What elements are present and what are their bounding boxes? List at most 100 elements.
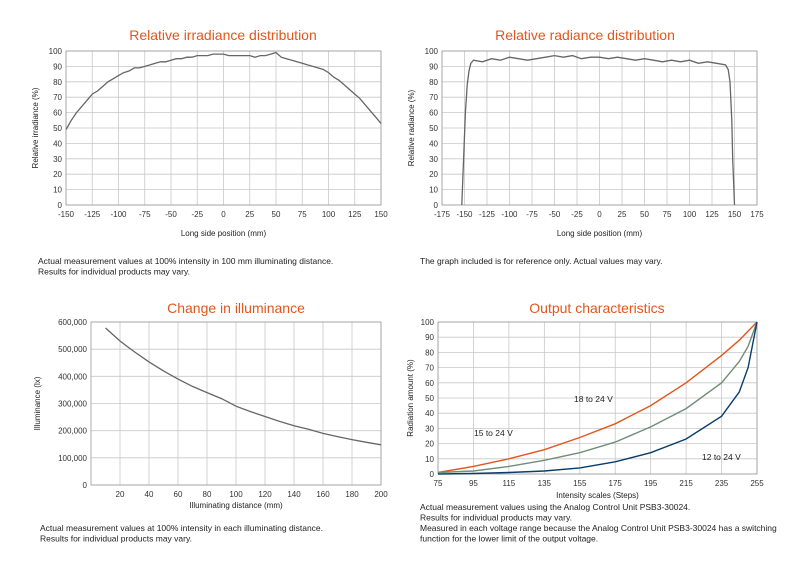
- y-tick-label: 60: [425, 379, 434, 388]
- x-tick-label: 150: [374, 210, 388, 219]
- x-tick-label: 235: [715, 479, 729, 488]
- data-line: [461, 54, 736, 206]
- x-tick-label: -100: [501, 210, 518, 219]
- y-tick-label: 100: [49, 47, 63, 56]
- y-tick-label: 20: [425, 440, 434, 449]
- y-tick-label: 10: [425, 455, 434, 464]
- series-label: 18 to 24 V: [574, 394, 613, 404]
- plot-area: [441, 50, 758, 206]
- y-tick-label: 400,000: [58, 372, 87, 381]
- x-tick-label: 200: [374, 490, 388, 499]
- x-tick-label: 20: [116, 490, 125, 499]
- x-tick-label: 160: [316, 490, 330, 499]
- y-tick-label: 100: [425, 47, 439, 56]
- y-tick-label: 300,000: [58, 400, 87, 409]
- data-line: [105, 327, 382, 446]
- x-tick-label: 120: [258, 490, 272, 499]
- y-tick-label: 70: [53, 93, 62, 102]
- x-tick-label: -125: [479, 210, 496, 219]
- x-tick-label: -50: [165, 210, 177, 219]
- y-tick-label: 10: [53, 186, 62, 195]
- x-tick-label: -150: [58, 210, 75, 219]
- plot-area: [90, 321, 382, 486]
- y-axis-label: Radiation amount (%): [406, 359, 415, 437]
- chart-title: Relative radiance distribution: [495, 27, 675, 43]
- plot-area: [437, 321, 758, 475]
- y-tick-label: 40: [429, 139, 438, 148]
- x-tick-label: 125: [348, 210, 362, 219]
- y-tick-label: 100,000: [58, 454, 87, 463]
- y-tick-label: 40: [425, 409, 434, 418]
- x-tick-label: 100: [683, 210, 697, 219]
- chart-note: Results for individual products may vary…: [38, 267, 190, 277]
- x-tick-label: 100: [229, 490, 243, 499]
- y-tick-label: 70: [425, 364, 434, 373]
- x-axis-label: Illuminating distance (mm): [189, 501, 283, 510]
- x-tick-label: 80: [203, 490, 212, 499]
- plot-area: [65, 50, 382, 206]
- y-tick-label: 10: [429, 186, 438, 195]
- x-axis-label: Long side position (mm): [181, 229, 267, 238]
- y-tick-label: 500,000: [58, 345, 87, 354]
- x-tick-label: 100: [322, 210, 336, 219]
- y-axis-label: Relative irradiance (%): [31, 87, 40, 168]
- chart-title: Output characteristics: [529, 300, 664, 316]
- x-tick-label: 0: [221, 210, 226, 219]
- x-tick-label: 255: [750, 479, 764, 488]
- x-tick-label: 115: [503, 479, 516, 488]
- y-tick-label: 0: [83, 481, 88, 490]
- y-tick-label: 70: [429, 93, 438, 102]
- y-tick-label: 60: [429, 109, 438, 118]
- y-tick-label: 0: [434, 201, 439, 210]
- y-tick-label: 20: [429, 170, 438, 179]
- x-tick-label: -75: [139, 210, 151, 219]
- x-axis-label: Long side position (mm): [557, 229, 643, 238]
- chart-note: Measured in each voltage range because t…: [420, 523, 777, 533]
- chart-note: Actual measurement values using the Anal…: [420, 502, 690, 512]
- x-tick-label: 180: [345, 490, 359, 499]
- x-tick-label: 75: [298, 210, 307, 219]
- x-tick-label: 25: [618, 210, 627, 219]
- x-tick-label: -150: [456, 210, 473, 219]
- x-tick-label: 135: [538, 479, 552, 488]
- x-tick-label: 50: [272, 210, 281, 219]
- series-label: 12 to 24 V: [702, 452, 741, 462]
- y-tick-label: 90: [53, 62, 62, 71]
- x-tick-label: -175: [434, 210, 451, 219]
- y-tick-label: 90: [425, 333, 434, 342]
- chart-title: Relative irradiance distribution: [129, 27, 317, 43]
- y-tick-label: 30: [425, 424, 434, 433]
- y-axis-label: Relative radiance (%): [407, 89, 416, 166]
- x-tick-label: -125: [84, 210, 101, 219]
- x-tick-label: -75: [526, 210, 538, 219]
- x-tick-label: 175: [609, 479, 623, 488]
- y-tick-label: 50: [429, 124, 438, 133]
- y-tick-label: 50: [53, 124, 62, 133]
- x-tick-label: 195: [644, 479, 658, 488]
- x-tick-label: 60: [174, 490, 183, 499]
- x-tick-label: -100: [110, 210, 127, 219]
- chart-title: Change in illuminance: [167, 300, 305, 316]
- series-label: 15 to 24 V: [474, 428, 513, 438]
- series-line: [437, 321, 758, 474]
- x-axis-label: Intensity scales (Steps): [556, 491, 639, 500]
- x-tick-label: 40: [145, 490, 154, 499]
- y-tick-label: 50: [425, 394, 434, 403]
- y-tick-label: 40: [53, 139, 62, 148]
- y-tick-label: 80: [429, 78, 438, 87]
- x-tick-label: -25: [571, 210, 583, 219]
- chart-note: Results for individual products may vary…: [40, 534, 192, 544]
- x-tick-label: 215: [679, 479, 693, 488]
- x-tick-label: 25: [245, 210, 254, 219]
- x-tick-label: 175: [750, 210, 764, 219]
- chart-note: Actual measurement values at 100% intens…: [40, 523, 323, 533]
- y-tick-label: 0: [58, 201, 63, 210]
- x-tick-label: 150: [728, 210, 742, 219]
- x-tick-label: -25: [191, 210, 203, 219]
- series-line: [437, 321, 758, 475]
- x-tick-label: -50: [549, 210, 561, 219]
- y-tick-label: 0: [430, 470, 435, 479]
- x-tick-label: 140: [287, 490, 301, 499]
- series-line: [437, 321, 758, 474]
